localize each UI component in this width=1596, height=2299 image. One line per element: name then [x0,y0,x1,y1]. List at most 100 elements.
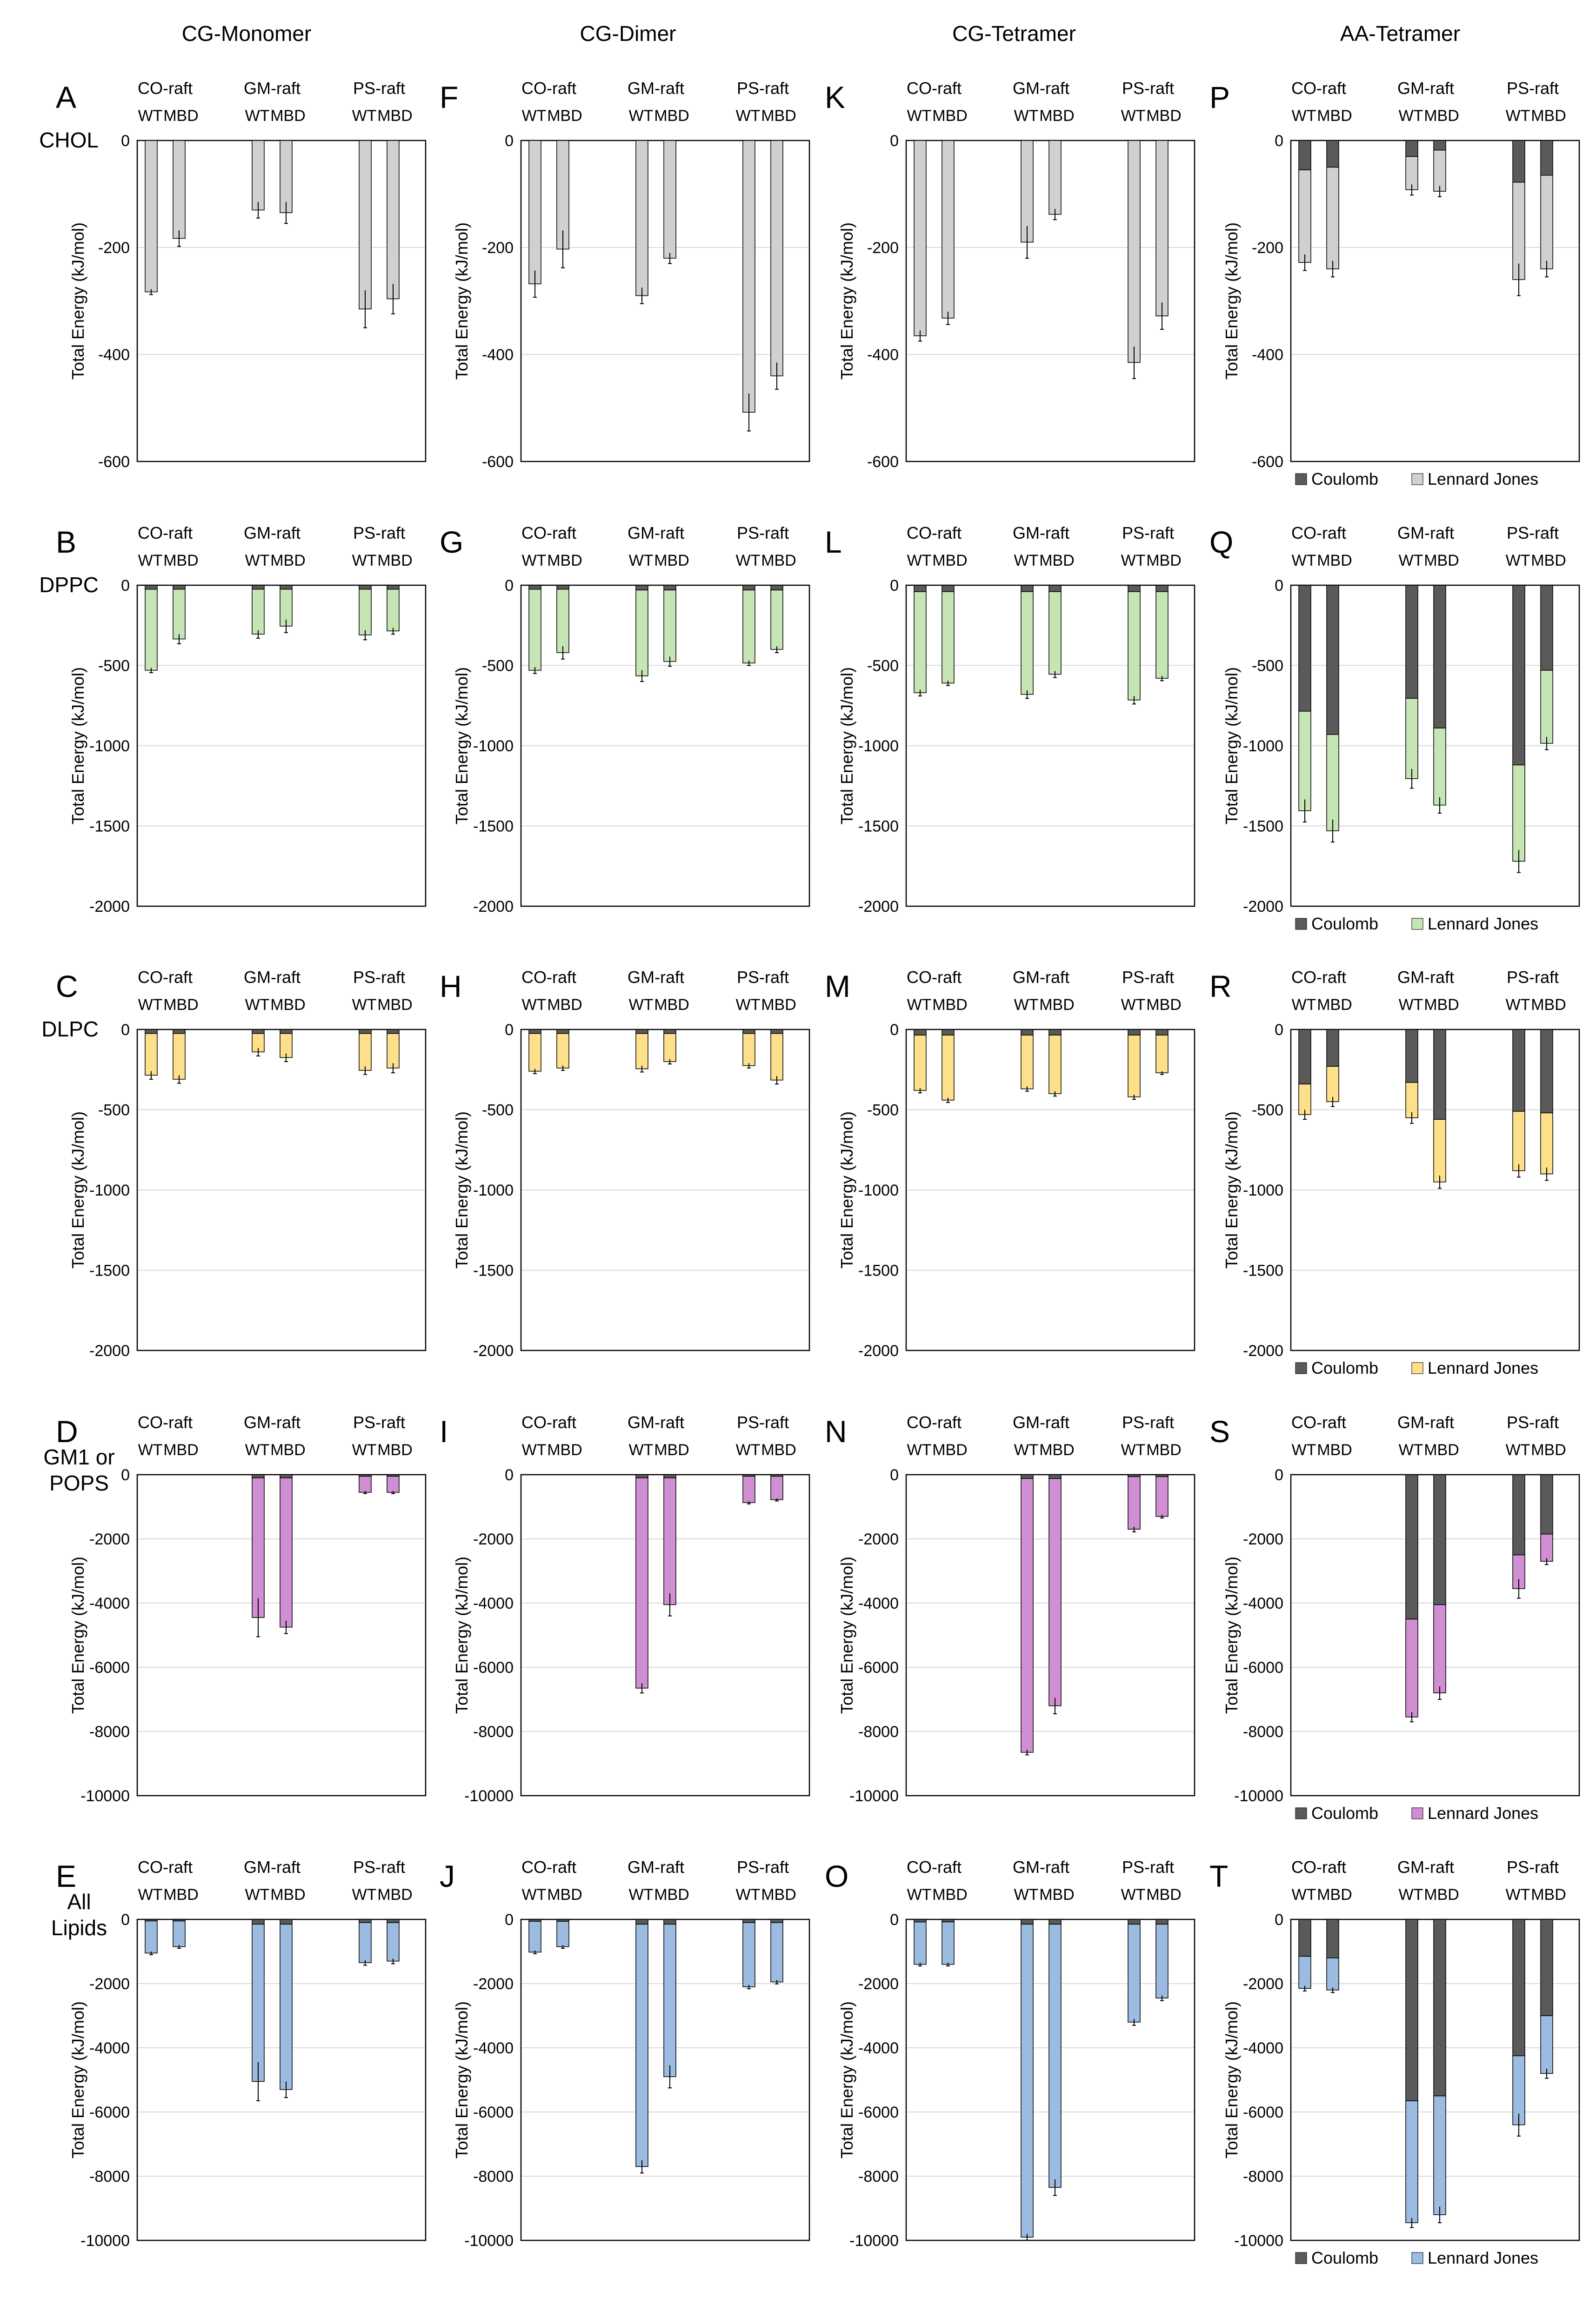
bar-label: MBD [377,996,413,1014]
y-axis-label: Total Energy (kJ/mol) [452,667,471,824]
bar-label: MBD [654,1441,689,1459]
coulomb-bar [252,585,265,590]
bar-label: WT [1399,1886,1423,1904]
y-tick-label: -500 [98,1102,130,1119]
y-axis-label: Total Energy (kJ/mol) [452,222,471,380]
y-tick-label: -1000 [858,737,899,755]
coulomb-bar [1048,1919,1062,1925]
lj-bar [280,140,293,213]
lj-bar [1433,728,1446,806]
y-axis-label: Total Energy (kJ/mol) [68,667,87,824]
y-tick-label: 0 [121,1466,130,1484]
group-label: CO-raft [1291,523,1346,542]
lj-bar [942,591,955,684]
group-label: GM-raft [628,523,684,542]
coulomb-bar [1155,1029,1169,1036]
bar-label: WT [522,1886,547,1904]
bar-label: WT [1121,996,1146,1014]
group-label: GM-raft [628,1858,684,1877]
lj-bar [1128,1476,1141,1530]
bar-label: WT [907,1441,932,1459]
coulomb-bar [1021,1919,1034,1925]
bar-label: MBD [932,552,968,569]
bar-label: MBD [1317,1441,1352,1459]
group-label: GM-raft [1013,523,1069,542]
coulomb-bar [387,1029,400,1034]
coulomb-bar [252,1474,265,1478]
coulomb-bar [1433,1474,1446,1605]
y-axis-label: Total Energy (kJ/mol) [837,667,856,824]
lj-bar [742,140,755,413]
panel-letter: G [440,525,463,559]
coulomb-bar [742,1919,755,1923]
y-axis-label: Total Energy (kJ/mol) [68,1111,87,1269]
lj-bar [914,591,927,693]
y-tick-label: -2000 [858,1530,899,1548]
coulomb-bar [914,585,927,592]
panel-letter: F [440,80,458,114]
group-label: GM-raft [244,1413,301,1432]
coulomb-bar [145,585,158,590]
y-tick-label: -2000 [89,1342,130,1360]
coulomb-bar [1021,585,1034,592]
group-label: PS-raft [737,1858,789,1877]
bar-label: MBD [932,1886,968,1904]
bar-label: WT [138,996,163,1014]
bar-label: MBD [547,552,582,569]
group-label: GM-raft [1013,968,1069,987]
y-tick-label: -4000 [1243,1595,1283,1612]
coulomb-bar [635,585,648,591]
y-tick-label: -2000 [1243,1530,1283,1548]
y-tick-label: 0 [1275,577,1283,595]
bar-label: MBD [163,996,199,1014]
group-label: PS-raft [1122,79,1174,98]
bar-label: WT [522,1441,547,1459]
legend-label-coulomb: Coulomb [1311,1804,1378,1823]
bar-label: MBD [1531,107,1566,125]
legend-label-coulomb: Coulomb [1311,914,1378,933]
column-title: AA-Tetramer [1340,21,1460,46]
y-tick-label: 0 [1275,1466,1283,1484]
group-label: CO-raft [1291,968,1346,987]
group-label: GM-raft [244,968,301,987]
lj-bar [942,140,955,319]
bar-label: WT [1292,107,1316,125]
bar-label: WT [352,552,377,569]
y-tick-label: -500 [867,657,899,675]
lj-bar [635,140,648,296]
coulomb-bar [556,1029,569,1034]
bar-label: WT [522,996,547,1014]
y-tick-label: -4000 [858,1595,899,1612]
lj-bar [280,1477,293,1628]
y-tick-label: -200 [482,239,514,257]
bar-label: MBD [761,1886,796,1904]
coulomb-bar [770,585,783,591]
legend-swatch-coulomb [1295,1807,1307,1819]
y-tick-label: -1000 [473,737,514,755]
group-label: PS-raft [1122,1413,1174,1432]
coulomb-bar [1433,1029,1446,1120]
lj-bar [1512,764,1525,862]
y-tick-label: 0 [121,132,130,150]
lj-bar [387,1922,400,1962]
group-label: PS-raft [1122,1858,1174,1877]
group-label: CO-raft [138,1858,193,1877]
panel-letter: K [825,80,845,114]
panel-letter: C [56,969,78,1003]
bar-label: WT [1292,1886,1316,1904]
bar-label: MBD [1039,107,1075,125]
group-label: PS-raft [353,523,405,542]
lj-bar [1433,1119,1446,1183]
bar-label: WT [352,1441,377,1459]
y-tick-label: -600 [98,453,130,471]
bar-label: MBD [377,1441,413,1459]
coulomb-bar [1128,1029,1141,1036]
lj-bar [173,588,186,640]
bar-label: MBD [547,107,582,125]
y-tick-label: 0 [890,1021,899,1039]
lj-bar [145,1920,158,1954]
